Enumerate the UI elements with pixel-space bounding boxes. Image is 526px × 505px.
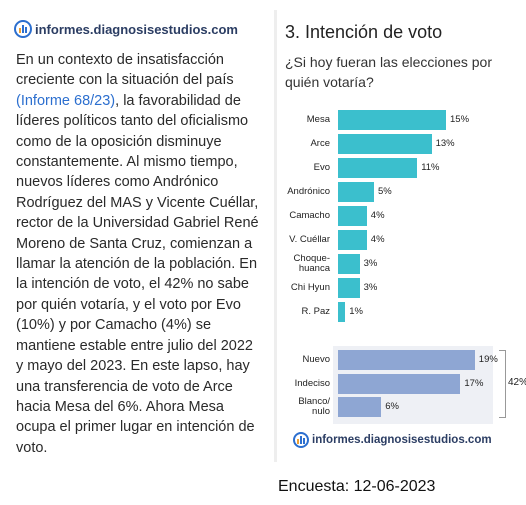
annotation: 42% xyxy=(508,377,526,388)
value-label: 15% xyxy=(450,114,470,125)
value-label: 6% xyxy=(385,401,399,412)
link[interactable]: (Informe 68/23) xyxy=(16,92,116,109)
category-label: Choque- huanca xyxy=(293,253,330,274)
value-label: 17% xyxy=(464,377,484,389)
value-label: 1% xyxy=(349,306,363,317)
value-label: 4% xyxy=(370,210,385,221)
chart-title: 3. Intención de voto xyxy=(285,22,443,42)
category-label: Indeciso xyxy=(294,377,330,389)
bar xyxy=(338,230,367,250)
bar xyxy=(338,254,360,274)
footer: Encuesta: 12-06-2023 xyxy=(278,478,436,495)
chart-logo: informes.diagnosisestudios.com xyxy=(293,432,492,448)
bar xyxy=(338,350,475,370)
text: , la favorabilidad de líderes políticos … xyxy=(16,92,259,456)
bar xyxy=(338,110,446,130)
chart-subtitle: ¿Si hoy fueran las elecciones por quién … xyxy=(285,54,492,90)
header-logo: informes.diagnosisestudios.com xyxy=(14,20,238,38)
value-label: 11% xyxy=(421,162,440,173)
category-label: R. Paz xyxy=(301,306,330,317)
logo-text: informes.diagnosisestudios.com xyxy=(35,21,238,37)
category-label: Chi Hyun xyxy=(290,282,330,293)
value-label: 5% xyxy=(378,186,392,197)
bar xyxy=(338,397,382,417)
logo-icon xyxy=(293,432,309,448)
bar xyxy=(338,302,346,322)
bar xyxy=(338,134,432,154)
bar xyxy=(338,182,374,202)
category-label: Arce xyxy=(310,138,330,149)
category-label: Andrónico xyxy=(287,186,330,197)
value-label: 3% xyxy=(363,258,378,269)
category-label: Camacho xyxy=(289,210,330,221)
article: En un contexto de insatisfacción crecien… xyxy=(16,50,264,458)
category-label: Evo xyxy=(313,162,330,173)
category-label: Mesa xyxy=(306,114,330,125)
bar xyxy=(338,373,461,394)
category-label: V. Cuéllar xyxy=(289,234,330,245)
bar xyxy=(338,158,418,178)
value-label: 19% xyxy=(478,354,498,365)
value-label: 13% xyxy=(435,138,455,149)
bar xyxy=(338,206,367,226)
value-label: 4% xyxy=(370,234,385,245)
logo-icon xyxy=(14,20,32,38)
text: En un contexto de insatisfacción crecien… xyxy=(16,52,234,89)
value-label: 3% xyxy=(363,282,378,293)
chart-card: 3. Intención de voto ¿Si hoy fueran las … xyxy=(274,10,526,462)
bar xyxy=(338,278,360,298)
category-label: Blanco/ nulo xyxy=(298,396,330,417)
category-label: Nuevo xyxy=(302,354,330,365)
bracket xyxy=(499,350,506,418)
logo-text: informes.diagnosisestudios.com xyxy=(312,434,492,446)
